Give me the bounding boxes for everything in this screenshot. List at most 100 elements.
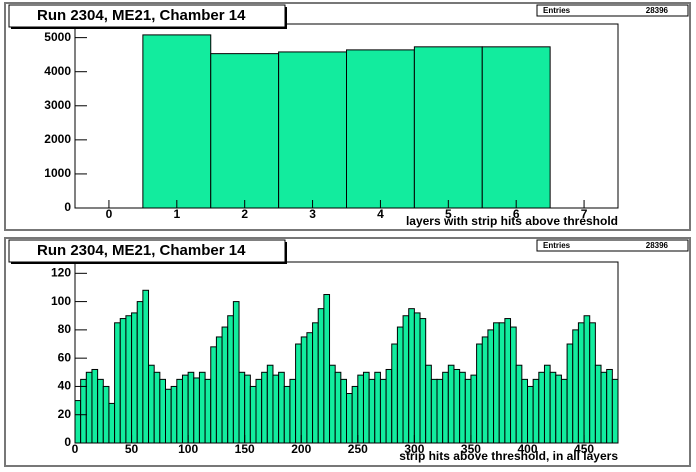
y-tick-label: 20: [58, 407, 72, 421]
histogram-bar: [278, 51, 347, 209]
histogram-bar: [74, 400, 82, 444]
x-tick-label: 1: [173, 207, 180, 221]
histogram-bar: [119, 318, 127, 444]
histogram-bar: [515, 364, 523, 444]
histogram-bar: [442, 371, 449, 444]
histogram-bar: [413, 46, 483, 209]
histogram-bar: [85, 371, 93, 444]
histogram-bar: [430, 378, 438, 444]
x-tick-label: 2: [241, 207, 248, 221]
histogram-bar: [351, 385, 359, 444]
histogram-bar: [176, 378, 183, 444]
y-tick-label: 100: [51, 294, 71, 308]
histogram-bar: [334, 371, 342, 444]
histogram-bar: [340, 378, 347, 444]
y-tick-label: 1000: [44, 166, 71, 180]
histogram-bar: [131, 312, 138, 444]
histogram-bar: [278, 371, 285, 444]
y-tick-label: 120: [51, 265, 71, 279]
histogram-bar: [244, 374, 251, 444]
histogram-bar: [464, 378, 472, 444]
y-tick-label: 40: [58, 379, 72, 393]
histogram-bar: [272, 374, 280, 444]
histogram-bar: [368, 378, 376, 444]
histogram-bar: [255, 378, 263, 444]
histogram-bar: [227, 315, 234, 444]
histogram-bar: [481, 336, 489, 444]
histogram-bar: [470, 374, 478, 444]
stats-label: Entries: [543, 241, 571, 250]
histogram-bar: [549, 371, 557, 444]
stats-box: [536, 239, 689, 252]
histogram-bar: [249, 385, 257, 444]
histogram-bar: [583, 315, 591, 444]
histogram-bar: [447, 364, 455, 444]
histogram-bar: [295, 343, 302, 444]
x-tick-label: 350: [461, 442, 481, 456]
histogram-bar: [266, 364, 274, 444]
x-tick-label: 0: [106, 207, 113, 221]
histogram-bar: [555, 374, 562, 444]
y-tick-label: 4000: [44, 64, 71, 78]
histogram-bar: [329, 364, 336, 444]
x-tick-label: 400: [517, 442, 537, 456]
histogram-bar: [108, 402, 116, 444]
x-tick-label: 200: [291, 442, 311, 456]
histogram-bar: [476, 343, 483, 444]
histogram-bar: [312, 322, 319, 444]
y-tick-label: 5000: [44, 30, 71, 44]
histogram-bar: [493, 322, 500, 444]
histogram-bar: [385, 368, 393, 444]
y-tick-label: 80: [58, 322, 72, 336]
histogram-bar: [91, 368, 99, 444]
histogram-bar: [606, 368, 613, 444]
histogram-bar: [453, 368, 461, 444]
histogram-bar: [357, 374, 364, 444]
histogram-bar: [594, 364, 602, 444]
histogram-bar: [210, 53, 280, 209]
histogram-bar: [204, 378, 212, 444]
histogram-bar: [97, 378, 104, 444]
histogram-bar: [238, 371, 246, 444]
histogram-bar: [210, 346, 217, 444]
x-tick-label: 3: [309, 207, 316, 221]
histogram-bar: [323, 294, 331, 444]
x-axis-label: layers with strip hits above threshold: [406, 214, 618, 228]
histogram-bar: [566, 343, 574, 444]
x-tick-label: 250: [348, 442, 368, 456]
histogram-bar: [572, 329, 579, 444]
y-tick-label: 0: [64, 200, 71, 214]
histogram-bar: [102, 385, 110, 444]
histogram-bar: [521, 378, 528, 444]
x-tick-label: 6: [513, 207, 520, 221]
histogram-bar: [487, 329, 495, 444]
histogram-bar: [198, 371, 206, 444]
histogram-bar: [181, 374, 189, 444]
title-box: [8, 4, 286, 28]
histogram-bar: [215, 336, 223, 444]
histogram-bar: [396, 326, 404, 444]
histogram-bar: [527, 385, 534, 444]
histogram-bar: [600, 371, 608, 444]
x-tick-label: 300: [404, 442, 424, 456]
histogram-bar: [300, 336, 308, 444]
histogram-bar: [346, 49, 415, 209]
x-tick-label: 50: [125, 442, 139, 456]
stats-label: Entries: [543, 6, 571, 15]
histogram-bar: [289, 378, 297, 444]
x-tick-label: 100: [178, 442, 198, 456]
histogram-bar: [413, 312, 421, 444]
histogram-bar: [481, 46, 551, 209]
y-tick-label: 2000: [44, 132, 71, 146]
histogram-bar: [159, 378, 166, 444]
histogram-bar: [510, 326, 517, 444]
stats-box: [536, 4, 689, 17]
x-tick-label: 450: [574, 442, 594, 456]
histogram-bar: [504, 318, 512, 444]
histogram-bar: [374, 371, 381, 444]
histogram-bar: [419, 318, 427, 444]
histogram-bar: [125, 315, 133, 444]
x-tick-label: 5: [445, 207, 452, 221]
histogram-bar: [408, 308, 415, 444]
